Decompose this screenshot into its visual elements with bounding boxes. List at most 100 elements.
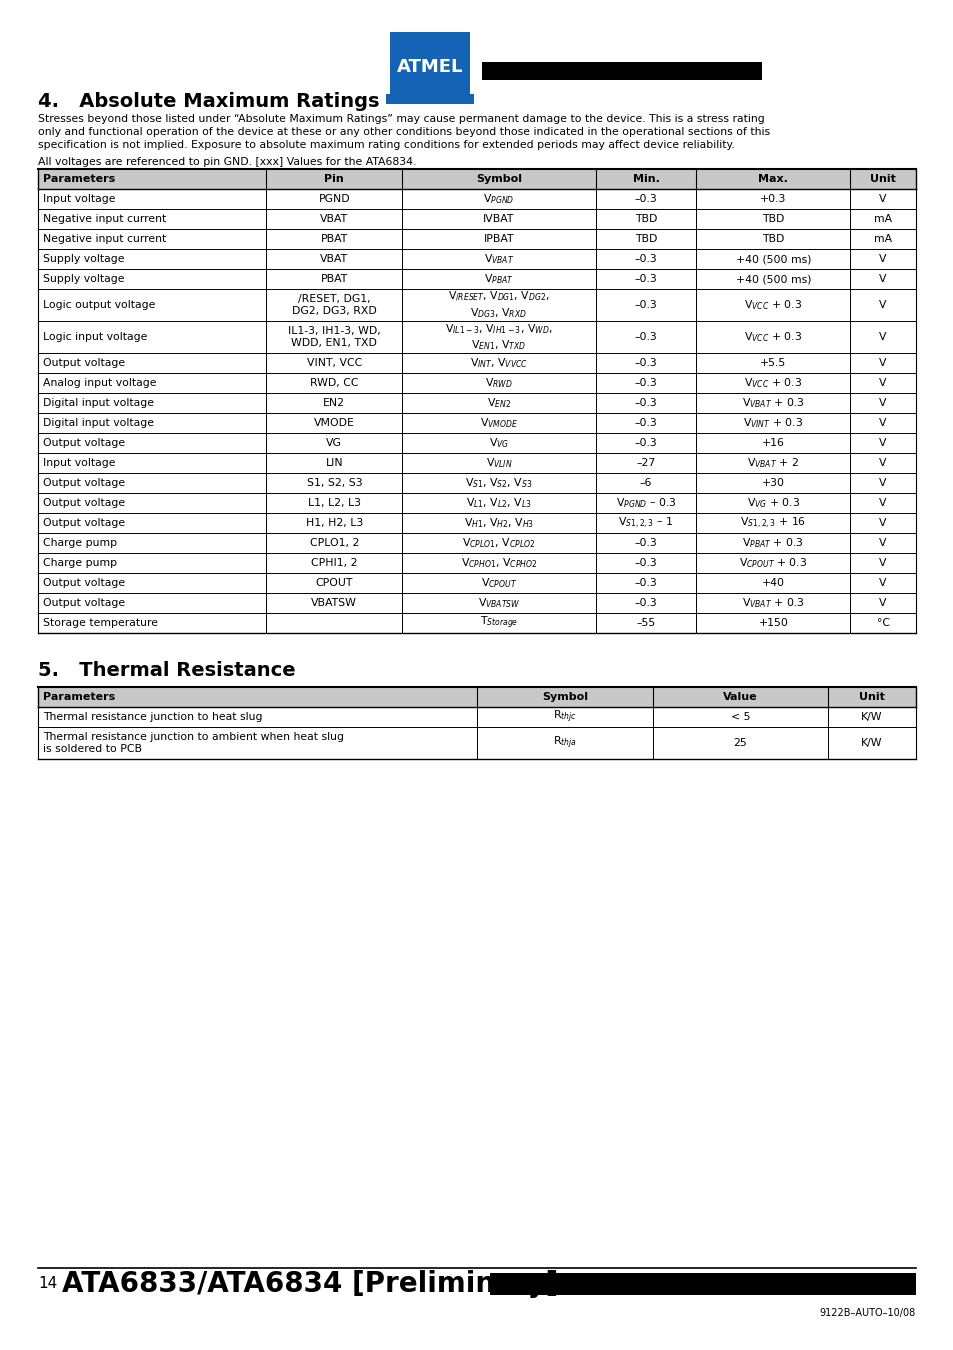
Text: LIN: LIN <box>325 458 343 468</box>
Text: Output voltage: Output voltage <box>43 358 125 369</box>
Text: V$_{VBAT}$ + 0.3: V$_{VBAT}$ + 0.3 <box>741 597 803 610</box>
Text: V: V <box>879 300 886 310</box>
Text: +40: +40 <box>761 578 784 589</box>
Text: V$_{VLIN}$: V$_{VLIN}$ <box>485 456 512 470</box>
Text: mA: mA <box>873 215 891 224</box>
Text: Input voltage: Input voltage <box>43 194 115 204</box>
FancyBboxPatch shape <box>38 169 915 189</box>
Text: IPBAT: IPBAT <box>483 234 514 244</box>
FancyBboxPatch shape <box>38 352 915 373</box>
Text: +40 (500 ms): +40 (500 ms) <box>735 274 810 284</box>
Text: +16: +16 <box>761 437 784 448</box>
Text: V$_{H1}$, V$_{H2}$, V$_{H3}$: V$_{H1}$, V$_{H2}$, V$_{H3}$ <box>463 516 534 531</box>
FancyBboxPatch shape <box>38 433 915 454</box>
Text: Logic input voltage: Logic input voltage <box>43 332 147 342</box>
Text: +0.3: +0.3 <box>760 194 785 204</box>
Text: < 5: < 5 <box>730 711 749 722</box>
Text: V: V <box>879 498 886 508</box>
Text: ATMEL: ATMEL <box>396 58 463 76</box>
Text: 5.   Thermal Resistance: 5. Thermal Resistance <box>38 662 295 680</box>
Text: CPLO1, 2: CPLO1, 2 <box>310 539 358 548</box>
Text: V$_{VCC}$ + 0.3: V$_{VCC}$ + 0.3 <box>743 331 801 344</box>
Text: Output voltage: Output voltage <box>43 578 125 589</box>
Text: V$_{PBAT}$ + 0.3: V$_{PBAT}$ + 0.3 <box>741 536 803 549</box>
Text: T$_{Storage}$: T$_{Storage}$ <box>479 614 517 632</box>
Text: Symbol: Symbol <box>476 174 521 184</box>
Text: Parameters: Parameters <box>43 693 115 702</box>
Text: 14: 14 <box>38 1277 57 1292</box>
Text: IL1-3, IH1-3, WD,
WDD, EN1, TXD: IL1-3, IH1-3, WD, WDD, EN1, TXD <box>288 327 380 348</box>
Text: V$_{VBAT}$ + 2: V$_{VBAT}$ + 2 <box>746 456 799 470</box>
Text: V: V <box>879 458 886 468</box>
Text: TBD: TBD <box>761 234 783 244</box>
Text: Output voltage: Output voltage <box>43 478 125 487</box>
Text: TBD: TBD <box>634 215 657 224</box>
Text: /RESET, DG1,
DG2, DG3, RXD: /RESET, DG1, DG2, DG3, RXD <box>292 294 376 316</box>
Text: –0.3: –0.3 <box>634 418 657 428</box>
FancyBboxPatch shape <box>38 533 915 554</box>
Text: V$_{VG}$ + 0.3: V$_{VG}$ + 0.3 <box>746 495 800 510</box>
Text: Thermal resistance junction to ambient when heat slug
is soldered to PCB: Thermal resistance junction to ambient w… <box>43 732 344 753</box>
Text: +40 (500 ms): +40 (500 ms) <box>735 254 810 265</box>
Text: °C: °C <box>876 618 888 628</box>
Text: –0.3: –0.3 <box>634 398 657 408</box>
FancyBboxPatch shape <box>38 687 915 707</box>
FancyBboxPatch shape <box>38 393 915 413</box>
Text: VBAT: VBAT <box>320 215 348 224</box>
Text: 4.   Absolute Maximum Ratings: 4. Absolute Maximum Ratings <box>38 92 379 111</box>
Text: Storage temperature: Storage temperature <box>43 618 158 628</box>
Text: Stresses beyond those listed under “Absolute Maximum Ratings” may cause permanen: Stresses beyond those listed under “Abso… <box>38 113 764 124</box>
Text: –6: –6 <box>639 478 652 487</box>
Text: V$_{S1, 2, 3}$ + 16: V$_{S1, 2, 3}$ + 16 <box>740 516 805 531</box>
Text: V$_{VINT}$ + 0.3: V$_{VINT}$ + 0.3 <box>742 416 802 429</box>
Text: V$_{L1}$, V$_{L2}$, V$_{L3}$: V$_{L1}$, V$_{L2}$, V$_{L3}$ <box>466 495 531 510</box>
Text: V$_{VG}$: V$_{VG}$ <box>488 436 509 450</box>
FancyBboxPatch shape <box>38 189 915 209</box>
Text: All voltages are referenced to pin GND. [xxx] Values for the ATA6834.: All voltages are referenced to pin GND. … <box>38 157 416 167</box>
Text: –0.3: –0.3 <box>634 539 657 548</box>
FancyBboxPatch shape <box>38 454 915 472</box>
Text: V$_{S1}$, V$_{S2}$, V$_{S3}$: V$_{S1}$, V$_{S2}$, V$_{S3}$ <box>465 477 532 490</box>
Text: –0.3: –0.3 <box>634 598 657 608</box>
Text: V: V <box>879 358 886 369</box>
Text: –0.3: –0.3 <box>634 274 657 284</box>
Text: V: V <box>879 558 886 568</box>
Text: Output voltage: Output voltage <box>43 598 125 608</box>
FancyBboxPatch shape <box>38 728 915 759</box>
Text: V$_{CPOUT}$ + 0.3: V$_{CPOUT}$ + 0.3 <box>739 556 806 570</box>
Text: V: V <box>879 398 886 408</box>
Text: V$_{INT}$, V$_{VVCC}$: V$_{INT}$, V$_{VVCC}$ <box>470 356 527 370</box>
Text: V$_{PGND}$ – 0.3: V$_{PGND}$ – 0.3 <box>615 495 676 510</box>
Text: V: V <box>879 478 886 487</box>
Text: only and functional operation of the device at these or any other conditions bey: only and functional operation of the dev… <box>38 127 769 136</box>
Text: V$_{PGND}$: V$_{PGND}$ <box>483 192 514 207</box>
Text: K/W: K/W <box>861 738 882 748</box>
Text: V$_{VMODE}$: V$_{VMODE}$ <box>479 416 517 429</box>
Text: VMODE: VMODE <box>314 418 355 428</box>
Text: Max.: Max. <box>758 174 787 184</box>
Text: V$_{CPHO1}$, V$_{CPHO2}$: V$_{CPHO1}$, V$_{CPHO2}$ <box>460 556 537 570</box>
FancyBboxPatch shape <box>481 62 761 80</box>
Text: V: V <box>879 378 886 387</box>
Text: PBAT: PBAT <box>320 234 348 244</box>
Text: V$_{VCC}$ + 0.3: V$_{VCC}$ + 0.3 <box>743 377 801 390</box>
Text: V$_{RWD}$: V$_{RWD}$ <box>484 377 513 390</box>
Text: –0.3: –0.3 <box>634 558 657 568</box>
Text: –0.3: –0.3 <box>634 300 657 310</box>
Text: Output voltage: Output voltage <box>43 498 125 508</box>
Text: Value: Value <box>722 693 757 702</box>
Text: Digital input voltage: Digital input voltage <box>43 398 153 408</box>
Text: V$_{IL1-3}$, V$_{IH1-3}$, V$_{WD}$,
V$_{EN1}$, V$_{TXD}$: V$_{IL1-3}$, V$_{IH1-3}$, V$_{WD}$, V$_{… <box>445 323 552 352</box>
FancyBboxPatch shape <box>490 1273 915 1295</box>
Text: V$_{PBAT}$: V$_{PBAT}$ <box>483 273 514 286</box>
Text: 25: 25 <box>733 738 746 748</box>
Text: Unit: Unit <box>869 174 895 184</box>
Text: specification is not implied. Exposure to absolute maximum rating conditions for: specification is not implied. Exposure t… <box>38 140 734 150</box>
Text: –0.3: –0.3 <box>634 194 657 204</box>
Text: V: V <box>879 578 886 589</box>
FancyBboxPatch shape <box>38 572 915 593</box>
FancyBboxPatch shape <box>38 613 915 633</box>
Text: V: V <box>879 518 886 528</box>
Text: R$_{thja}$: R$_{thja}$ <box>553 734 576 751</box>
Text: S1, S2, S3: S1, S2, S3 <box>306 478 362 487</box>
